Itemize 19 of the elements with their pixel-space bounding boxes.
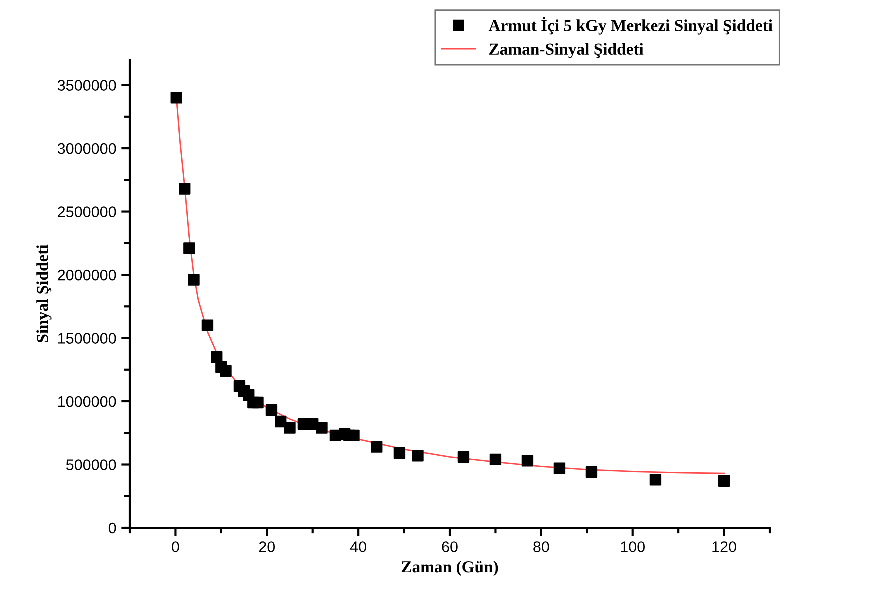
x-tick-label: 60 [442,542,458,552]
x-tick-label: 100 [621,542,646,552]
y-tick-label: 500000 [66,460,116,470]
x-axis-title: Zaman (Gün) [402,560,498,576]
y-tick-label: 3500000 [58,80,116,91]
x-tick-label: 80 [534,542,550,552]
y-tick-label: 0 [108,522,116,534]
legend-label: Zaman-Sinyal Şiddeti [490,43,644,58]
y-tick-label: 2500000 [58,206,116,218]
x-tick-label: 0 [172,542,180,552]
x-tick-label: 120 [712,542,736,552]
y-tick-label: 3000000 [58,143,116,154]
x-tick-label: 40 [350,542,366,552]
y-tick-label: 1500000 [58,333,116,344]
y-tick-label: 2000000 [58,270,116,281]
y-axis-title: Sinyal Şiddeti [36,244,52,342]
legend-label: Armut İçi 5 kGy Merkezi Sinyal Şiddeti [488,17,773,35]
x-tick-label: 20 [259,542,276,552]
y-tick-label: 1000000 [58,396,116,408]
